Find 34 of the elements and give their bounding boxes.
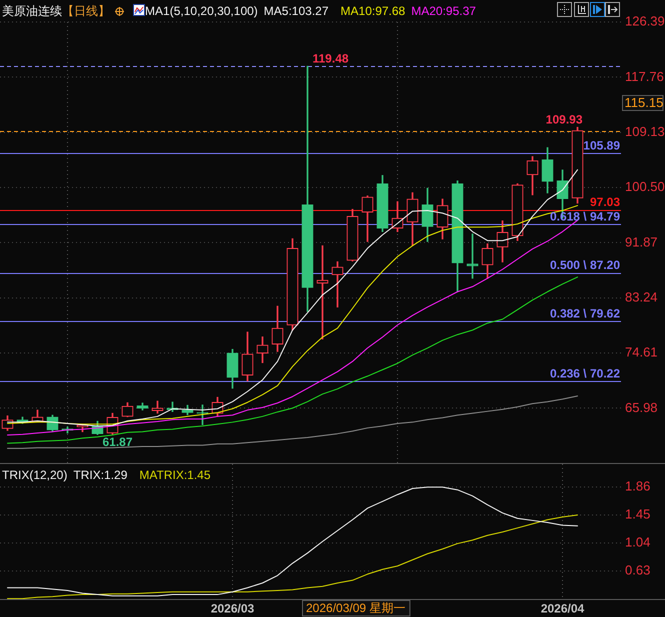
chart-subtitle: 【日线】: [62, 4, 110, 18]
text: 2026/03/09 星期一: [306, 601, 406, 616]
ref-line-label: 105.89: [583, 138, 620, 152]
ref-line-label: 0.236 \ 70.22: [550, 366, 620, 380]
text: MA10:97.68: [340, 4, 406, 18]
x-tick-label: 2026/03: [210, 602, 255, 616]
annotation: 61.87: [102, 434, 133, 449]
chart-title: 美原油连续: [2, 4, 62, 18]
text: MA5:103.27: [264, 4, 329, 18]
y-tick-label: 0.63: [625, 562, 650, 578]
ref-line-label: 0.500 \ 87.20: [550, 258, 620, 272]
ref-line-label: 97.03: [590, 195, 620, 210]
ref-line-label: 0.382 \ 79.62: [550, 306, 620, 320]
text: 115.15: [624, 95, 664, 110]
y-tick-label: 126.39: [625, 14, 665, 29]
y-tick-label: 74.61: [625, 344, 658, 360]
y-tick-label: 1.04: [625, 534, 650, 550]
chart-title: TRIX(12,20): [2, 468, 68, 482]
annotation: 119.48: [312, 51, 349, 66]
text: MATRIX:1.45: [139, 468, 211, 482]
y-tick-label: 83.24: [625, 289, 658, 304]
text: TRIX:1.29: [73, 468, 128, 482]
y-tick-label: 65.98: [625, 400, 658, 415]
y-tick-label: 100.50: [625, 179, 665, 194]
y-tick-label: 1.45: [625, 506, 650, 522]
annotation: 109.93: [546, 112, 583, 127]
y-tick-label: 117.76: [625, 68, 664, 84]
x-tick-label: 2026/04: [540, 602, 585, 616]
y-tick-label: 1.86: [625, 478, 650, 494]
text: MA20:95.37: [411, 4, 476, 18]
y-tick-label: 109.13: [625, 124, 665, 139]
y-tick-label: 91.87: [625, 234, 658, 250]
legend-title: MA1(5,10,20,30,100): [145, 4, 258, 18]
ref-line-label: 0.618 \ 94.79: [550, 209, 620, 224]
